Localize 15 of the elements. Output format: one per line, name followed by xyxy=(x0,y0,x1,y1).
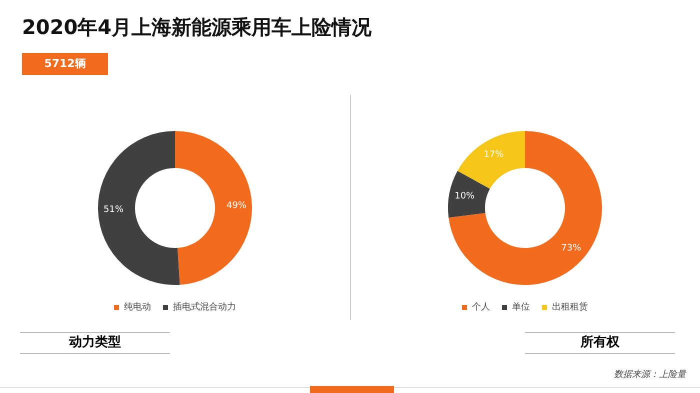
legend-label: 纯电动 xyxy=(124,302,151,312)
legend-label: 出租租赁 xyxy=(552,302,588,312)
data-label: 49% xyxy=(226,201,247,212)
chart-title: 2020年4月上海新能源乘用车上险情况 xyxy=(22,14,372,41)
text: 动力类型 xyxy=(20,332,170,354)
source-note: 数据来源：上险量 xyxy=(614,368,686,381)
legend-label: 个人 xyxy=(472,302,490,312)
legend-label: 插电式混合动力 xyxy=(173,302,236,312)
legend-label: 单位 xyxy=(512,302,530,312)
data-label: 73% xyxy=(561,244,582,254)
data-label: 10% xyxy=(454,191,476,202)
data-label: 51% xyxy=(104,204,124,215)
chart-subtitle: 5712辆 xyxy=(22,53,108,75)
text: 所有权 xyxy=(525,332,675,354)
data-label: 17% xyxy=(484,150,504,160)
